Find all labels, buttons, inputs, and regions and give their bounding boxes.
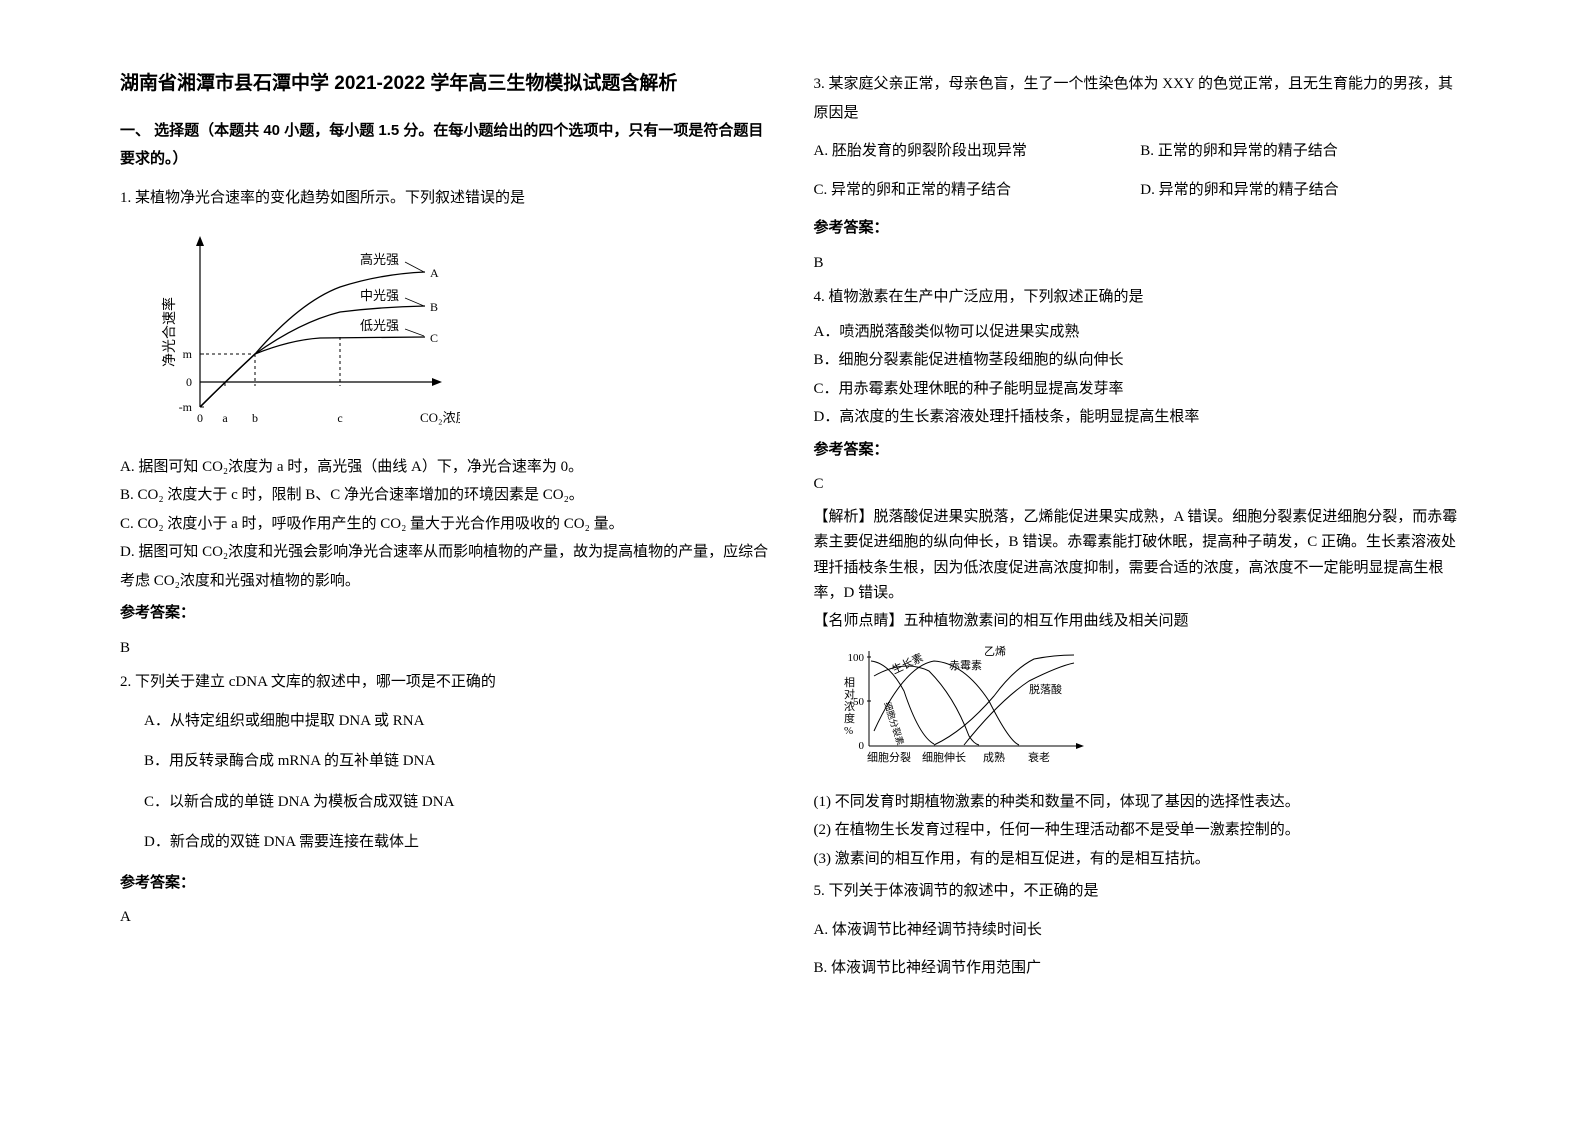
svg-text:低光强: 低光强 [360, 318, 399, 333]
q2-option-b: B．用反转录酶合成 mRNA 的互补单链 DNA [120, 747, 774, 776]
q4-answer: C [814, 470, 1468, 499]
svg-text:b: b [252, 411, 258, 425]
svg-text:B: B [430, 300, 438, 314]
q3-answer: B [814, 249, 1468, 278]
chart-ylabel: 净光合速率 [161, 297, 178, 367]
explain-text: 脱落酸促进果实脱落，乙烯能促进果实成熟，A 错误。细胞分裂素促进细胞分裂，而赤霉… [814, 509, 1458, 602]
curve-c [200, 337, 425, 407]
svg-text:m: m [183, 347, 193, 361]
svg-text:乙烯: 乙烯 [984, 645, 1006, 658]
q2-stem: 2. 下列关于建立 cDNA 文库的叙述中，哪一项是不正确的 [120, 668, 774, 697]
svg-text:度: 度 [844, 711, 855, 725]
q4-option-c: C．用赤霉素处理休眠的种子能明显提高发芽率 [814, 375, 1468, 404]
q3-answer-label: 参考答案： [814, 214, 1468, 243]
svg-text:细胞分裂素: 细胞分裂素 [882, 700, 906, 746]
left-column: 湖南省湘潭市县石潭中学 2021-2022 学年高三生物模拟试题含解析 一、 选… [100, 70, 794, 1082]
svg-text:衰老: 衰老 [1028, 750, 1050, 764]
q3-option-b: B. 正常的卵和异常的精子结合 [1140, 137, 1467, 166]
section-header: 一、 选择题（本题共 40 小题，每小题 1.5 分。在每小题给出的四个选项中，… [120, 117, 774, 174]
svg-text:%: % [844, 725, 853, 737]
q1-option-c: C. CO₂ 浓度小于 a 时，呼吸作用产生的 CO₂ 量大于光合作用吸收的 C… [120, 510, 774, 539]
q1-option-d: D. 据图可知 CO₂浓度和光强会影响净光合速率从而影响植物的产量，故为提高植物… [120, 538, 774, 595]
svg-text:对: 对 [844, 687, 855, 701]
q3-option-a: A. 胚胎发育的卵裂阶段出现异常 [814, 137, 1141, 166]
svg-text:A: A [430, 266, 439, 280]
q4-note-3: (3) 激素间的相互作用，有的是相互促进，有的是相互拮抗。 [814, 845, 1468, 874]
q2-option-d: D．新合成的双链 DNA 需要连接在载体上 [120, 828, 774, 857]
svg-text:c: c [337, 411, 342, 425]
q4-note-2: (2) 在植物生长发育过程中，任何一种生理活动都不是受单一激素控制的。 [814, 816, 1468, 845]
q1-option-a: A. 据图可知 CO₂浓度为 a 时，高光强（曲线 A）下，净光合速率为 0。 [120, 453, 774, 482]
q2-answer: A [120, 903, 774, 932]
q4-option-d: D．高浓度的生长素溶液处理扦插枝条，能明显提高生根率 [814, 403, 1468, 432]
q1-option-b: B. CO₂ 浓度大于 c 时，限制 B、C 净光合速率增加的环境因素是 CO₂… [120, 481, 774, 510]
svg-text:高光强: 高光强 [360, 252, 399, 267]
svg-text:浓: 浓 [844, 700, 855, 713]
svg-text:赤霉素: 赤霉素 [949, 659, 982, 672]
svg-text:a: a [222, 411, 228, 425]
q1-answer: B [120, 634, 774, 663]
q5-option-b: B. 体液调节比神经调节作用范围广 [814, 954, 1468, 983]
svg-text:100: 100 [847, 652, 864, 664]
q2-option-c: C．以新合成的单链 DNA 为模板合成双链 DNA [120, 788, 774, 817]
q2-answer-label: 参考答案： [120, 869, 774, 898]
q4-stem: 4. 植物激素在生产中广泛应用，下列叙述正确的是 [814, 283, 1468, 312]
q3-option-d: D. 异常的卵和异常的精子结合 [1140, 176, 1467, 205]
q1-stem: 1. 某植物净光合速率的变化趋势如图所示。下列叙述错误的是 [120, 184, 774, 213]
svg-text:脱落酸: 脱落酸 [1029, 682, 1062, 696]
right-column: 3. 某家庭父亲正常，母亲色盲，生了一个性染色体为 XXY 的色觉正常，且无生育… [794, 70, 1488, 1082]
hormone-chart: 100 50 0 相 对 浓 度 % 乙烯 赤霉素 生长素 [834, 641, 1468, 782]
q4-explain: 【解析】脱落酸促进果实脱落，乙烯能促进果实成熟，A 错误。细胞分裂素促进细胞分裂… [814, 505, 1468, 607]
svg-text:C: C [430, 331, 438, 345]
q3-stem: 3. 某家庭父亲正常，母亲色盲，生了一个性染色体为 XXY 的色觉正常，且无生育… [814, 70, 1468, 127]
explain-label: 【解析】 [814, 509, 874, 525]
svg-text:CO₂浓度: CO₂浓度 [420, 410, 460, 425]
q5-stem: 5. 下列关于体液调节的叙述中，不正确的是 [814, 877, 1468, 906]
svg-text:0: 0 [186, 375, 192, 389]
svg-text:0: 0 [197, 411, 203, 425]
q4-option-a: A．喷洒脱落酸类似物可以促进果实成熟 [814, 318, 1468, 347]
q3-option-c: C. 异常的卵和正常的精子结合 [814, 176, 1141, 205]
q4-tips-label: 【名师点睛】五种植物激素间的相互作用曲线及相关问题 [814, 607, 1468, 636]
svg-text:相: 相 [844, 676, 855, 689]
svg-text:生长素: 生长素 [889, 650, 925, 677]
q5-option-a: A. 体液调节比神经调节持续时间长 [814, 916, 1468, 945]
q4-note-1: (1) 不同发育时期植物激素的种类和数量不同，体现了基因的选择性表达。 [814, 788, 1468, 817]
document-title: 湖南省湘潭市县石潭中学 2021-2022 学年高三生物模拟试题含解析 [120, 70, 774, 99]
q1-answer-label: 参考答案： [120, 599, 774, 628]
q2-option-a: A．从特定组织或细胞中提取 DNA 或 RNA [120, 707, 774, 736]
svg-text:细胞伸长: 细胞伸长 [922, 751, 966, 764]
svg-text:中光强: 中光强 [360, 288, 399, 303]
svg-text:细胞分裂: 细胞分裂 [867, 751, 911, 764]
q1-chart: 净光合速率 0 m -m 0 a b c CO₂浓度 [160, 222, 774, 443]
q4-answer-label: 参考答案： [814, 436, 1468, 465]
q4-option-b: B．细胞分裂素能促进植物茎段细胞的纵向伸长 [814, 346, 1468, 375]
svg-text:成熟: 成熟 [983, 750, 1005, 764]
svg-text:0: 0 [858, 740, 864, 752]
svg-text:-m: -m [179, 400, 193, 414]
